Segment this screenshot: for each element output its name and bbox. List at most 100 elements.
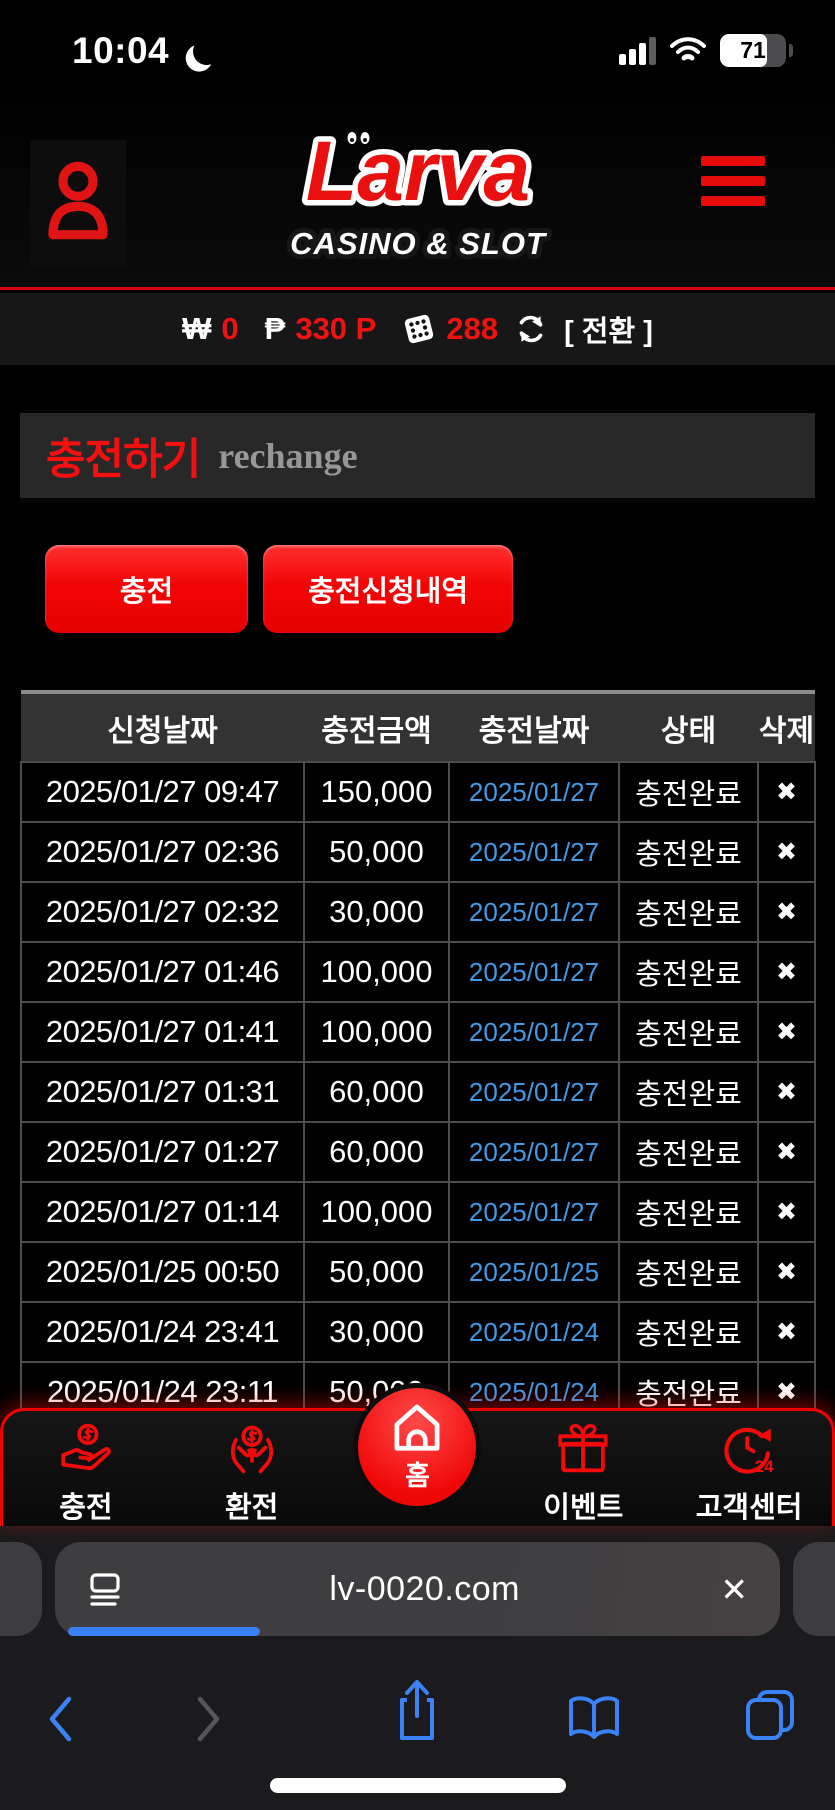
nav-item-support[interactable]: 24 고객센터	[666, 1411, 832, 1526]
recharge-date-link[interactable]: 2025/01/27	[448, 821, 620, 883]
recharge-date-link[interactable]: 2025/01/27	[448, 1181, 620, 1243]
status-cell: 충전완료	[618, 1301, 759, 1363]
menu-button[interactable]	[701, 156, 765, 206]
status-cell: 충전완료	[618, 1241, 759, 1303]
recharge-date-link[interactable]: 2025/01/27	[448, 1121, 620, 1183]
table-row: 2025/01/27 01:41 100,000 2025/01/27 충전완료…	[20, 1001, 816, 1063]
recharge-date-link[interactable]: 2025/01/27	[448, 1001, 620, 1063]
reader-icon[interactable]	[87, 1568, 129, 1610]
nav-label: 환전	[225, 1492, 279, 1524]
request-date-cell: 2025/01/24 23:41	[20, 1301, 305, 1363]
logo-subtitle: CASINO & SLOT	[290, 226, 548, 261]
page-load-progress	[68, 1627, 260, 1636]
chip-balance: 288	[446, 311, 499, 346]
request-date-cell: 2025/01/25 00:50	[20, 1241, 305, 1303]
recharge-date-link[interactable]: 2025/01/27	[448, 941, 620, 1003]
amount-cell: 30,000	[303, 881, 450, 943]
request-date-cell: 2025/01/27 01:41	[20, 1001, 305, 1063]
peso-symbol: ₱	[264, 311, 286, 346]
table-row: 2025/01/27 01:31 60,000 2025/01/27 충전완료 …	[20, 1061, 816, 1123]
col-recharge-date: 충전날짜	[449, 690, 619, 763]
recharge-date-link[interactable]: 2025/01/27	[448, 761, 620, 823]
dice-icon	[402, 312, 436, 346]
amount-cell: 60,000	[303, 1061, 450, 1123]
delete-button[interactable]: ✖	[757, 1001, 816, 1063]
recharge-button[interactable]: 충전	[45, 545, 248, 633]
url-text[interactable]: lv-0020.com	[329, 1569, 521, 1608]
page-title: 충전하기	[46, 435, 201, 484]
recharge-date-link[interactable]: 2025/01/24	[448, 1301, 620, 1363]
site-logo[interactable]: Larva CASINO & SLOT	[268, 104, 568, 277]
page-title-panel: 충전하기 rechange	[20, 413, 815, 503]
delete-button[interactable]: ✖	[757, 1181, 816, 1243]
status-cell: 충전완료	[618, 881, 759, 943]
action-buttons: 충전 충전신청내역	[45, 545, 513, 633]
gift-icon	[558, 1424, 608, 1473]
recharge-date-link[interactable]: 2025/01/25	[448, 1241, 620, 1303]
delete-button[interactable]: ✖	[757, 821, 816, 883]
status-cell: 충전완료	[618, 1001, 759, 1063]
next-tab-sliver[interactable]	[793, 1542, 835, 1636]
delete-button[interactable]: ✖	[757, 1301, 816, 1363]
table-row: 2025/01/27 01:46 100,000 2025/01/27 충전완료…	[20, 941, 816, 1003]
delete-button[interactable]: ✖	[757, 941, 816, 1003]
forward-button[interactable]	[192, 1694, 224, 1747]
focus-moon-icon	[189, 33, 224, 69]
support-24h-icon: 24	[724, 1427, 774, 1476]
nav-item-home[interactable]: 홈	[335, 1383, 501, 1526]
nav-item-event[interactable]: 이벤트	[500, 1411, 666, 1526]
home-button[interactable]: 홈	[353, 1383, 482, 1511]
nav-item-recharge[interactable]: 충전	[3, 1411, 169, 1526]
battery-percent: 71	[740, 37, 766, 63]
nav-label: 충전	[59, 1492, 113, 1524]
status-icons: 71	[619, 34, 793, 67]
safari-chrome: lv-0020.com ✕	[0, 1526, 835, 1810]
deposit-hand-icon	[61, 1423, 111, 1471]
profile-button[interactable]	[30, 140, 126, 266]
nav-label: 홈	[405, 1461, 430, 1491]
amount-cell: 150,000	[303, 761, 450, 823]
col-status: 상태	[619, 690, 758, 763]
share-icon[interactable]	[392, 1678, 442, 1747]
won-symbol: ₩	[182, 311, 212, 346]
delete-button[interactable]: ✖	[757, 761, 816, 823]
address-bar[interactable]: lv-0020.com ✕	[55, 1542, 780, 1636]
amount-cell: 100,000	[303, 941, 450, 1003]
request-date-cell: 2025/01/27 02:36	[20, 821, 305, 883]
status-time: 10:04	[72, 30, 224, 72]
recharge-date-link[interactable]: 2025/01/27	[448, 1061, 620, 1123]
delete-button[interactable]: ✖	[757, 1061, 816, 1123]
won-balance: 0	[221, 311, 239, 346]
status-cell: 충전완료	[618, 1181, 759, 1243]
amount-cell: 60,000	[303, 1121, 450, 1183]
amount-cell: 100,000	[303, 1001, 450, 1063]
recharge-history-button[interactable]: 충전신청내역	[263, 545, 513, 633]
status-cell: 충전완료	[618, 1061, 759, 1123]
home-icon	[395, 1404, 440, 1451]
user-icon	[48, 161, 108, 240]
recharge-history-table: 신청날짜 충전금액 충전날짜 상태 삭제 2025/01/27 09:47 15…	[20, 690, 816, 1423]
col-request-date: 신청날짜	[21, 690, 304, 763]
amount-cell: 50,000	[303, 1241, 450, 1303]
back-button[interactable]	[45, 1694, 77, 1747]
delete-button[interactable]: ✖	[757, 1121, 816, 1183]
point-balance: 330 P	[295, 311, 377, 346]
tabs-icon[interactable]	[742, 1686, 798, 1745]
table-row: 2025/01/27 02:32 30,000 2025/01/27 충전완료 …	[20, 881, 816, 943]
col-delete: 삭제	[758, 690, 815, 763]
wifi-icon	[670, 36, 706, 60]
delete-button[interactable]: ✖	[757, 881, 816, 943]
request-date-cell: 2025/01/27 01:14	[20, 1181, 305, 1243]
nav-item-exchange[interactable]: 환전	[169, 1411, 335, 1526]
convert-link[interactable]: [ 전환 ]	[564, 316, 653, 348]
recharge-date-link[interactable]: 2025/01/27	[448, 881, 620, 943]
bookmarks-icon[interactable]	[565, 1692, 623, 1747]
delete-button[interactable]: ✖	[757, 1241, 816, 1303]
previous-tab-sliver[interactable]	[0, 1542, 42, 1636]
hours-24-label: 24	[755, 1457, 774, 1476]
refresh-icon[interactable]	[514, 312, 548, 346]
request-date-cell: 2025/01/27 01:46	[20, 941, 305, 1003]
amount-cell: 50,000	[303, 821, 450, 883]
close-icon[interactable]: ✕	[720, 1570, 748, 1608]
